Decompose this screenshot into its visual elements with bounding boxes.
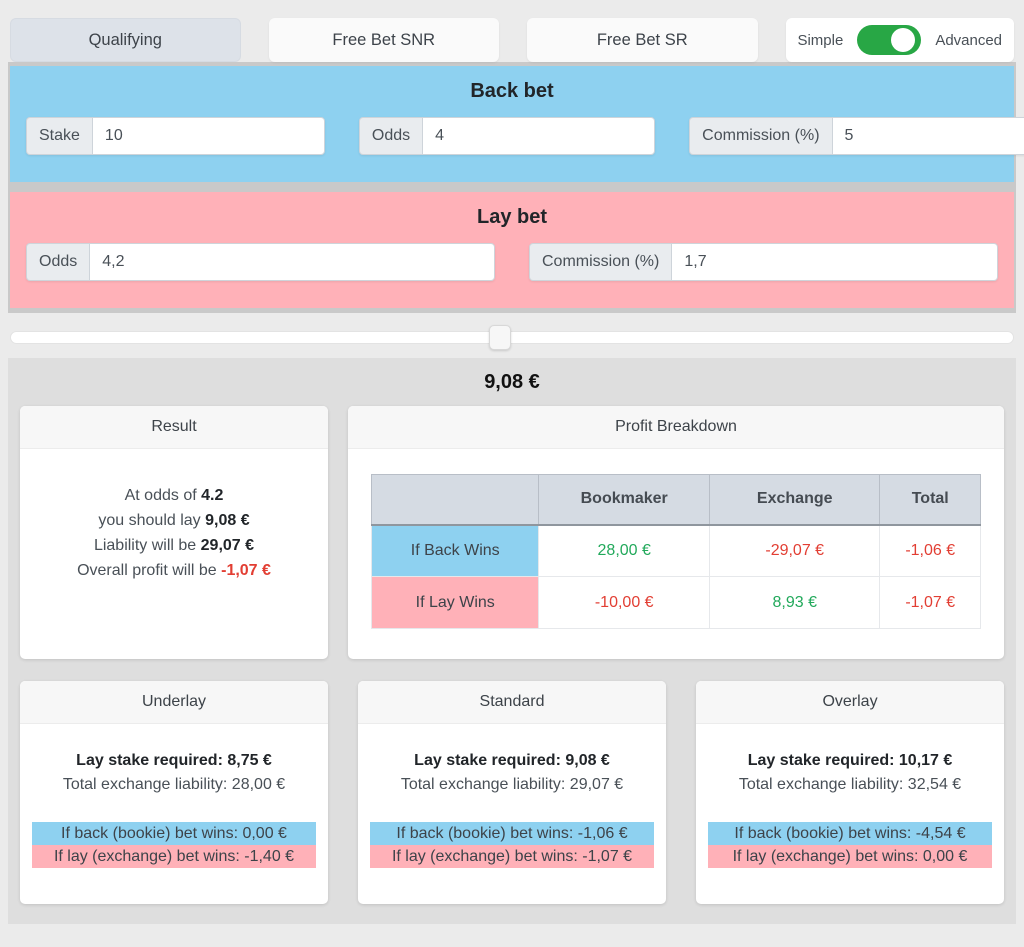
standard-body: Lay stake required: 9,08 € Total exchang… bbox=[358, 724, 666, 868]
standard-lay-stake: Lay stake required: 9,08 € bbox=[414, 752, 610, 769]
overlay-title: Overlay bbox=[696, 681, 1004, 724]
back-bet-fields: Stake Odds Commission (%) bbox=[10, 117, 1024, 155]
lay-odds-input[interactable] bbox=[89, 243, 495, 281]
tab-qualifying[interactable]: Qualifying bbox=[10, 18, 241, 62]
back-stake-label: Stake bbox=[26, 117, 92, 155]
underlay-if-lay-wins: If lay (exchange) bet wins: -1,40 € bbox=[32, 845, 316, 868]
lay-wins-bookmaker-value: -10,00 € bbox=[538, 576, 710, 629]
lay-bet-fields: Odds Commission (%) bbox=[10, 243, 1014, 281]
overlay-if-lay-wins: If lay (exchange) bet wins: 0,00 € bbox=[708, 845, 992, 868]
advanced-label: Advanced bbox=[935, 31, 1003, 49]
back-commission-input[interactable] bbox=[831, 117, 1024, 155]
profit-breakdown-body: Bookmaker Exchange Total If Back Wins 28… bbox=[348, 449, 1004, 654]
tab-bar: Qualifying Free Bet SNR Free Bet SR Simp… bbox=[10, 18, 1014, 62]
back-bet-title: Back bet bbox=[470, 80, 554, 102]
profit-table-header-row: Bookmaker Exchange Total bbox=[370, 474, 981, 526]
simple-advanced-toggle[interactable] bbox=[857, 25, 922, 55]
overlay-body: Lay stake required: 10,17 € Total exchan… bbox=[696, 724, 1004, 868]
back-odds-label: Odds bbox=[358, 117, 423, 155]
result-line-odds: At odds of 4.2 bbox=[124, 487, 224, 504]
back-commission-group: Commission (%) bbox=[689, 117, 1024, 155]
lay-amount-summary: 9,08 € bbox=[484, 371, 540, 393]
overlay-liability: Total exchange liability: 32,54 € bbox=[738, 776, 962, 793]
profit-breakdown-title: Profit Breakdown bbox=[347, 406, 1004, 449]
bookmaker-header-cell: Bookmaker bbox=[538, 474, 710, 526]
tab-free-bet-sr[interactable]: Free Bet SR bbox=[527, 18, 758, 62]
result-line-liability: Liability will be 29,07 € bbox=[93, 537, 255, 554]
lay-commission-input[interactable] bbox=[671, 243, 998, 281]
underlay-if-back-wins: If back (bookie) bet wins: 0,00 € bbox=[32, 822, 316, 845]
result-card: Result At odds of 4.2 you should lay 9,0… bbox=[20, 406, 328, 659]
back-commission-label: Commission (%) bbox=[689, 117, 832, 155]
strategies-row: Underlay Lay stake required: 8,75 € Tota… bbox=[20, 681, 1004, 904]
overlay-card: Overlay Lay stake required: 10,17 € Tota… bbox=[696, 681, 1004, 904]
lay-odds-label: Odds bbox=[26, 243, 90, 281]
back-odds-input[interactable] bbox=[422, 117, 656, 155]
mode-toggle-card: Simple Advanced bbox=[785, 18, 1014, 62]
back-stake-input[interactable] bbox=[91, 117, 325, 155]
bets-wrapper: Back bet Stake Odds Commission (%) Lay b… bbox=[8, 62, 1024, 313]
standard-if-back-wins: If back (bookie) bet wins: -1,06 € bbox=[370, 822, 654, 845]
underlay-title: Underlay bbox=[20, 681, 328, 724]
lay-wins-exchange-value: 8,93 € bbox=[708, 576, 881, 629]
back-stake-group: Stake bbox=[26, 117, 325, 155]
back-wins-exchange-value: -29,07 € bbox=[708, 524, 881, 577]
table-row: If Lay Wins -10,00 € 8,93 € -1,07 € bbox=[370, 576, 981, 629]
result-line-profit: Overall profit will be -1,07 € bbox=[77, 562, 271, 579]
back-bet-panel: Back bet Stake Odds Commission (%) bbox=[10, 66, 1024, 182]
lay-bet-title: Lay bet bbox=[476, 206, 548, 228]
back-odds-group: Odds bbox=[358, 117, 656, 155]
table-row: If Back Wins 28,00 € -29,07 € -1,06 € bbox=[370, 524, 981, 577]
result-card-body: At odds of 4.2 you should lay 9,08 € Lia… bbox=[20, 449, 328, 583]
total-header-cell: Total bbox=[879, 474, 981, 526]
slider-thumb[interactable] bbox=[488, 325, 511, 350]
if-back-wins-label: If Back Wins bbox=[370, 524, 540, 577]
back-wins-bookmaker-value: 28,00 € bbox=[538, 524, 710, 577]
underlay-body: Lay stake required: 8,75 € Total exchang… bbox=[20, 724, 328, 868]
simple-label: Simple bbox=[797, 31, 844, 49]
profit-breakdown-card: Profit Breakdown Bookmaker Exchange Tota… bbox=[347, 406, 1004, 659]
underlay-lay-stake: Lay stake required: 8,75 € bbox=[76, 752, 272, 769]
standard-title: Standard bbox=[358, 681, 666, 724]
tab-free-bet-snr[interactable]: Free Bet SNR bbox=[268, 18, 499, 62]
if-lay-wins-label: If Lay Wins bbox=[370, 576, 540, 629]
underlay-liability: Total exchange liability: 28,00 € bbox=[62, 776, 286, 793]
lay-stake-slider bbox=[10, 325, 1014, 350]
lay-commission-group: Commission (%) bbox=[529, 243, 998, 281]
standard-card: Standard Lay stake required: 9,08 € Tota… bbox=[358, 681, 666, 904]
overlay-if-back-wins: If back (bookie) bet wins: -4,54 € bbox=[708, 822, 992, 845]
toggle-knob bbox=[891, 28, 916, 52]
lay-odds-group: Odds bbox=[26, 243, 495, 281]
corner-header-cell bbox=[370, 474, 540, 526]
standard-if-lay-wins: If lay (exchange) bet wins: -1,07 € bbox=[370, 845, 654, 868]
underlay-card: Underlay Lay stake required: 8,75 € Tota… bbox=[20, 681, 328, 904]
profit-table: Bookmaker Exchange Total If Back Wins 28… bbox=[370, 474, 981, 629]
results-row: Result At odds of 4.2 you should lay 9,0… bbox=[20, 406, 1004, 659]
lay-commission-label: Commission (%) bbox=[529, 243, 672, 281]
standard-liability: Total exchange liability: 29,07 € bbox=[400, 776, 624, 793]
lay-wins-total-value: -1,07 € bbox=[879, 576, 981, 629]
exchange-header-cell: Exchange bbox=[708, 474, 881, 526]
results-container: 9,08 € Result At odds of 4.2 you should … bbox=[8, 358, 1016, 924]
overlay-lay-stake: Lay stake required: 10,17 € bbox=[747, 752, 953, 769]
slider-track[interactable] bbox=[10, 331, 1014, 344]
lay-bet-panel: Lay bet Odds Commission (%) bbox=[10, 192, 1014, 308]
result-card-title: Result bbox=[20, 406, 328, 449]
back-wins-total-value: -1,06 € bbox=[879, 524, 981, 577]
result-line-lay: you should lay 9,08 € bbox=[98, 512, 250, 529]
